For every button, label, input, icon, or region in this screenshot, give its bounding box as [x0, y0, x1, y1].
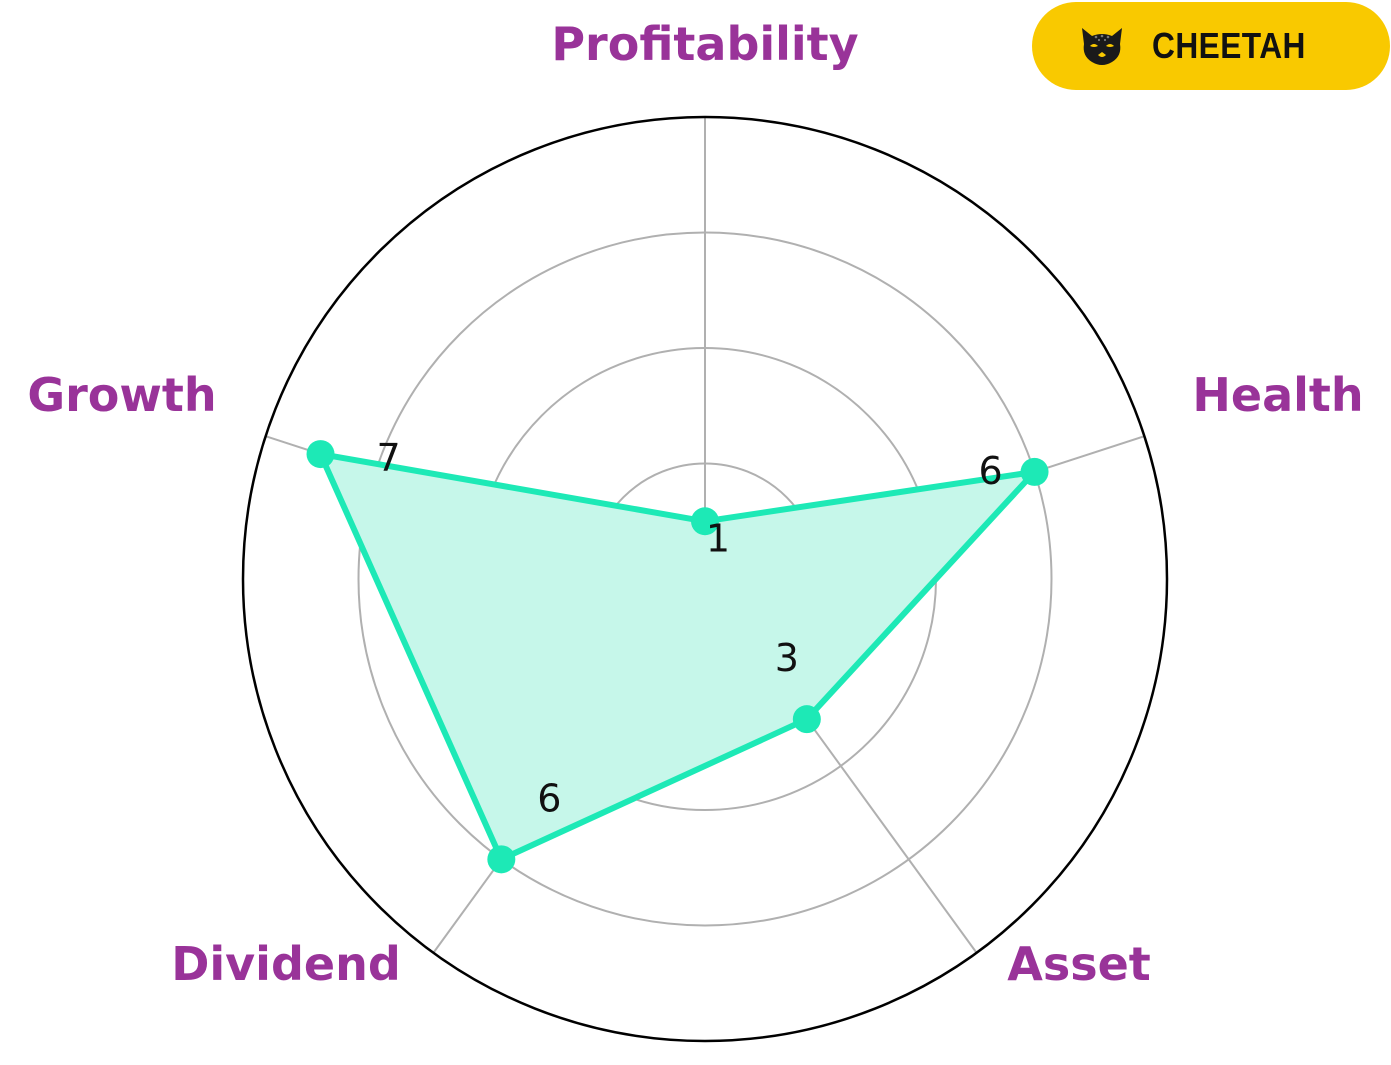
data-point-health — [1020, 457, 1049, 486]
value-label-profitability: 1 — [706, 516, 730, 560]
data-point-dividend — [487, 845, 516, 874]
series-area — [320, 454, 1035, 860]
axis-label-health: Health — [1192, 368, 1363, 422]
data-point-profitability — [691, 507, 719, 536]
cheetah-face-icon — [1082, 28, 1122, 65]
axis-label-dividend: Dividend — [171, 937, 401, 991]
value-label-health: 6 — [978, 449, 1002, 493]
axis-label-asset: Asset — [1007, 937, 1151, 991]
radar-labels: 1 6 3 6 7 Profitability Health Asset Dividend Gro… — [27, 17, 1363, 991]
axis-label-growth: Growth — [27, 368, 216, 422]
axis-label-profitability: Profitability — [551, 17, 858, 71]
value-label-growth: 7 — [376, 436, 400, 480]
cheetah-badge: CHEETAH — [1032, 2, 1390, 90]
badge-label: CHEETAH — [1152, 25, 1306, 66]
data-point-growth — [306, 440, 335, 469]
value-label-dividend: 6 — [537, 776, 561, 820]
outer-ring — [241, 115, 1169, 1043]
radar-series — [306, 440, 1049, 874]
value-label-asset: 3 — [775, 636, 799, 680]
series-line — [317, 451, 1038, 863]
data-point-asset — [792, 705, 821, 734]
